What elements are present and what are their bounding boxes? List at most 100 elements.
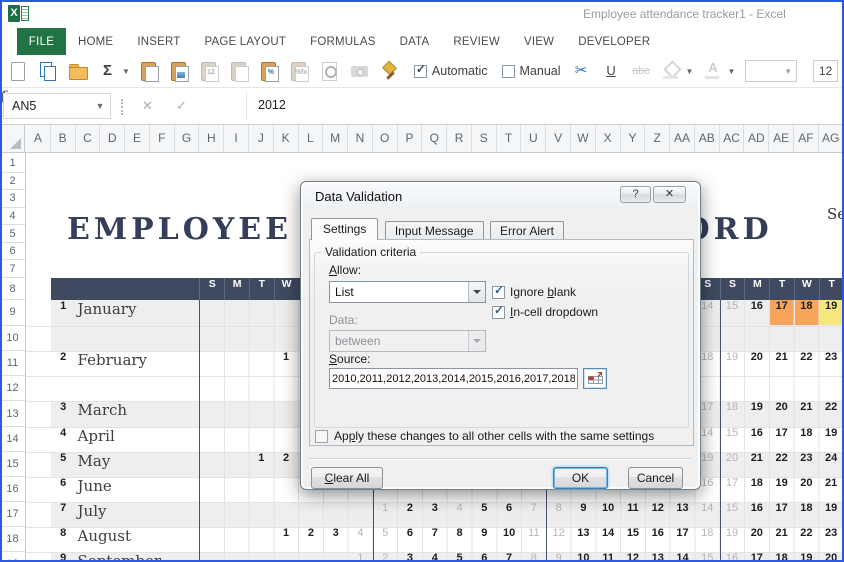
chevron-down-icon[interactable]: ▼ — [95, 101, 105, 111]
day-cell[interactable]: 10 — [502, 527, 516, 539]
day-cell[interactable]: 1 — [283, 351, 290, 363]
row-header-11[interactable]: 11 — [0, 351, 25, 376]
month-number-cell[interactable]: 3 — [60, 401, 67, 413]
day-cell[interactable]: 9 — [580, 502, 587, 514]
day-header-AE[interactable]: T — [769, 278, 794, 300]
tab-formulas[interactable]: FORMULAS — [310, 35, 376, 48]
day-cell[interactable]: 2 — [406, 502, 414, 514]
column-header-L[interactable]: L — [299, 125, 324, 152]
row-header-18[interactable]: 18 — [0, 527, 25, 552]
day-cell[interactable]: 19 — [825, 502, 838, 514]
day-cell[interactable]: 2 — [307, 527, 314, 539]
month-number-cell[interactable]: 4 — [60, 427, 67, 439]
day-header-J[interactable]: T — [248, 278, 274, 300]
day-cell[interactable]: 17 — [725, 477, 739, 489]
row-header-7[interactable]: 7 — [0, 260, 25, 278]
dialog-titlebar[interactable]: Data Validation ? ✕ — [301, 182, 700, 210]
column-header-AE[interactable]: AE — [769, 125, 794, 152]
day-cell[interactable]: 15 — [725, 427, 739, 439]
day-cell[interactable]: 12 — [651, 502, 664, 514]
column-header-Z[interactable]: Z — [645, 125, 671, 152]
day-cell[interactable]: 23 — [825, 351, 838, 363]
open-folder-icon[interactable] — [67, 60, 88, 82]
tab-page-layout[interactable]: PAGE LAYOUT — [204, 35, 287, 48]
day-header-H[interactable]: S — [199, 278, 224, 300]
day-cell[interactable]: 5 — [456, 552, 463, 562]
month-number-cell[interactable]: 7 — [60, 502, 67, 514]
chevron-down-icon[interactable]: ▼ — [727, 66, 736, 76]
row-header-5[interactable]: 5 — [0, 225, 25, 243]
partial-text-right[interactable]: Se — [827, 205, 844, 223]
confirm-entry-icon[interactable]: ✓ — [176, 98, 187, 113]
row-header-13[interactable]: 13 — [0, 401, 25, 427]
day-cell[interactable]: 14 — [701, 300, 714, 312]
cut-icon[interactable]: ✂ — [574, 62, 588, 79]
day-cell[interactable]: 17 — [775, 502, 788, 514]
tab-review[interactable]: REVIEW — [453, 35, 500, 48]
day-header-AC[interactable]: S — [719, 278, 745, 300]
day-cell[interactable]: 21 — [825, 477, 838, 489]
column-header-M[interactable]: M — [323, 125, 349, 152]
copy-icon[interactable] — [37, 60, 58, 82]
formula-bar-value[interactable]: 2012 — [258, 98, 286, 112]
column-header-N[interactable]: N — [348, 125, 373, 152]
day-cell[interactable]: 3 — [406, 552, 414, 562]
day-cell[interactable]: 19 — [725, 351, 739, 363]
day-cell[interactable]: 7 — [530, 502, 537, 514]
column-header-B[interactable]: B — [51, 125, 76, 152]
day-cell[interactable]: 11 — [627, 502, 639, 514]
day-cell[interactable]: 16 — [725, 552, 739, 562]
column-header-AA[interactable]: AA — [670, 125, 695, 152]
day-cell[interactable]: 8 — [530, 552, 537, 562]
name-box[interactable]: AN5 ▼ — [3, 93, 111, 119]
day-cell[interactable]: 14 — [701, 427, 714, 439]
row-header-19[interactable]: 19 — [0, 552, 25, 562]
day-cell[interactable]: 19 — [825, 427, 838, 439]
dialog-help-button[interactable]: ? — [620, 186, 651, 203]
day-cell[interactable]: 13 — [676, 502, 689, 514]
day-cell[interactable]: 14 — [602, 527, 615, 539]
day-cell[interactable]: 14 — [676, 552, 689, 562]
underline-icon[interactable]: U — [606, 63, 616, 78]
column-header-I[interactable]: I — [224, 125, 249, 152]
column-header-J[interactable]: J — [249, 125, 274, 152]
row-header-14[interactable]: 14 — [0, 427, 25, 452]
day-cell[interactable]: 20 — [825, 552, 838, 562]
day-cell[interactable]: 6 — [481, 552, 488, 562]
month-number-cell[interactable]: 8 — [60, 527, 67, 539]
column-header-S[interactable]: S — [472, 125, 497, 152]
day-cell[interactable]: 19 — [701, 452, 714, 464]
column-header-E[interactable]: E — [125, 125, 150, 152]
select-all-corner[interactable] — [0, 125, 25, 152]
month-number-cell[interactable]: 6 — [60, 477, 67, 489]
column-header-V[interactable]: V — [546, 125, 572, 152]
day-header-K[interactable]: W — [273, 278, 299, 300]
row-header-9[interactable]: 9 — [0, 300, 25, 326]
day-cell[interactable]: 19 — [750, 401, 763, 413]
row-header-17[interactable]: 17 — [0, 502, 25, 527]
day-cell[interactable]: 8 — [456, 527, 463, 539]
column-header-A[interactable]: A — [26, 125, 51, 152]
cancel-entry-icon[interactable]: ✕ — [142, 98, 153, 113]
row-header-8[interactable]: 8 — [0, 278, 25, 300]
day-cell[interactable]: 15 — [725, 300, 739, 312]
autosum-icon[interactable]: Σ — [102, 62, 112, 79]
ok-button[interactable]: OK — [553, 467, 608, 489]
day-cell[interactable]: 21 — [750, 452, 763, 464]
day-cell[interactable]: 23 — [800, 452, 813, 464]
day-cell[interactable]: 10 — [577, 552, 590, 562]
row-header-3[interactable]: 3 — [0, 190, 25, 208]
column-header-T[interactable]: T — [497, 125, 522, 152]
row-header-16[interactable]: 16 — [0, 477, 25, 502]
day-cell[interactable]: 1 — [283, 527, 290, 539]
row-header-2[interactable]: 2 — [0, 173, 25, 191]
day-cell[interactable]: 23 — [825, 527, 838, 539]
source-input[interactable] — [329, 368, 578, 389]
column-header-U[interactable]: U — [521, 125, 547, 152]
month-name-cell[interactable]: February — [77, 351, 148, 369]
row-header-15[interactable]: 15 — [0, 452, 25, 477]
day-cell[interactable]: 22 — [775, 452, 788, 464]
font-color-icon[interactable]: A — [702, 60, 723, 82]
paste-special-icon[interactable]: % — [259, 60, 280, 82]
paste-formulas-icon[interactable]: %fx — [289, 60, 310, 82]
